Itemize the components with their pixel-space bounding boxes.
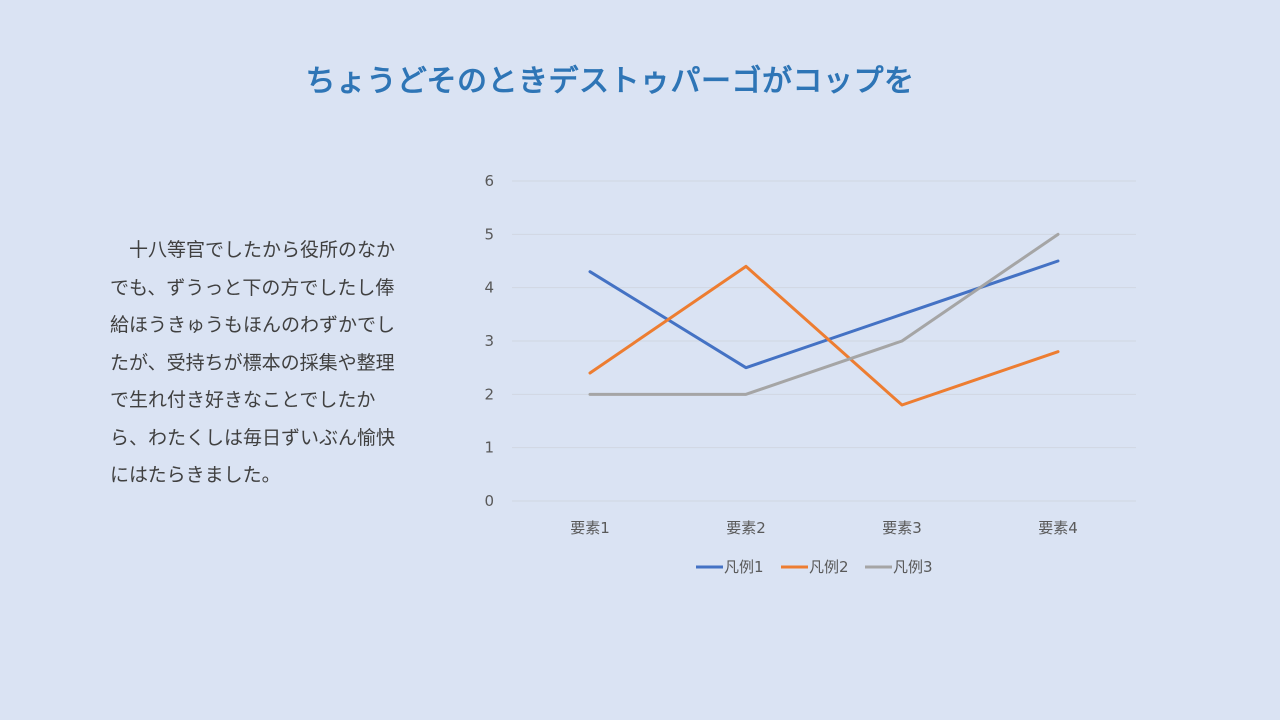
x-tick-label: 要素2 — [726, 519, 766, 537]
chart-legend: 凡例1 凡例2 凡例3 — [696, 558, 933, 576]
y-tick-label: 4 — [484, 279, 494, 297]
y-tick-label: 6 — [484, 172, 494, 190]
y-tick-label: 5 — [484, 225, 494, 243]
x-tick-label: 要素1 — [570, 519, 610, 537]
x-tick-label: 要素4 — [1038, 519, 1078, 537]
legend-label: 凡例3 — [893, 558, 933, 576]
x-axis-ticks: 要素1 要素2 要素3 要素4 — [570, 519, 1078, 537]
series-line-2 — [588, 264, 1060, 407]
legend-label: 凡例1 — [724, 558, 764, 576]
y-tick-label: 1 — [484, 439, 494, 457]
chart-series — [588, 232, 1060, 407]
x-tick-label: 要素3 — [882, 519, 922, 537]
y-tick-label: 0 — [484, 492, 494, 510]
body-text: 十八等官でしたから役所のなかでも、ずうっと下の方でしたし俸給ほうきゅうもほんのわ… — [110, 239, 396, 486]
y-tick-label: 2 — [484, 385, 494, 403]
slide-title: ちょうどそのときデストゥパーゴがコップを — [305, 64, 915, 99]
y-tick-label: 3 — [484, 332, 494, 350]
legend-label: 凡例2 — [809, 558, 849, 576]
series-line-3 — [588, 232, 1060, 396]
y-axis-ticks: 0 1 2 3 4 5 6 — [484, 172, 494, 510]
series-line-1 — [588, 259, 1060, 370]
